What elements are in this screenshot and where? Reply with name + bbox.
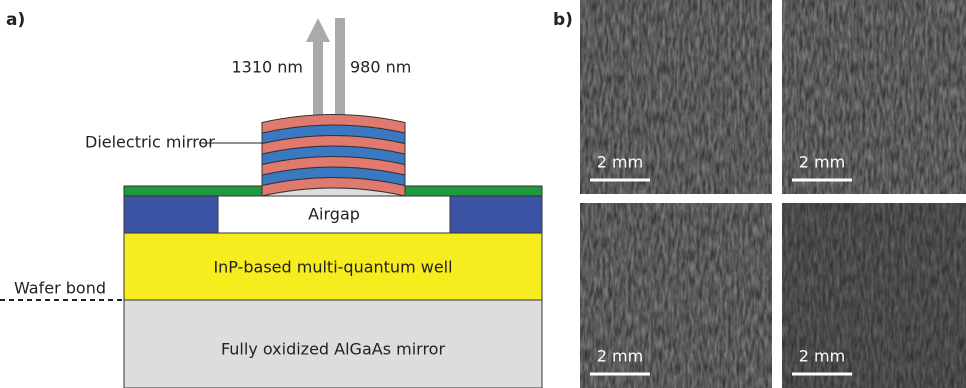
- wavelength-label: 1310 nm: [231, 58, 303, 77]
- bond-label: Wafer bond: [14, 279, 106, 298]
- micrographs: 2 mm 2 mm 2 mm 2 mm: [580, 0, 966, 388]
- figure: a) 1310 nm 980 nm Dielectric mirror Airg…: [0, 0, 966, 388]
- scale-label: 2 mm: [799, 347, 845, 366]
- substrate-label: Fully oxidized AlGaAs mirror: [221, 340, 446, 359]
- panel-label: a): [6, 10, 25, 30]
- panel-label: b): [553, 10, 573, 30]
- airgap-label: Airgap: [308, 205, 360, 224]
- scale-label: 2 mm: [597, 153, 643, 172]
- mqw-label: InP-based multi-quantum well: [213, 258, 452, 277]
- wavelength-label: 980 nm: [350, 58, 411, 77]
- scale-label: 2 mm: [799, 153, 845, 172]
- scale-label: 2 mm: [597, 347, 643, 366]
- spacer: [124, 196, 218, 233]
- figure-canvas: a) 1310 nm 980 nm Dielectric mirror Airg…: [0, 0, 966, 388]
- dielectric-mirror: [262, 115, 405, 197]
- spacer: [450, 196, 542, 233]
- mirror-label: Dielectric mirror: [85, 133, 215, 152]
